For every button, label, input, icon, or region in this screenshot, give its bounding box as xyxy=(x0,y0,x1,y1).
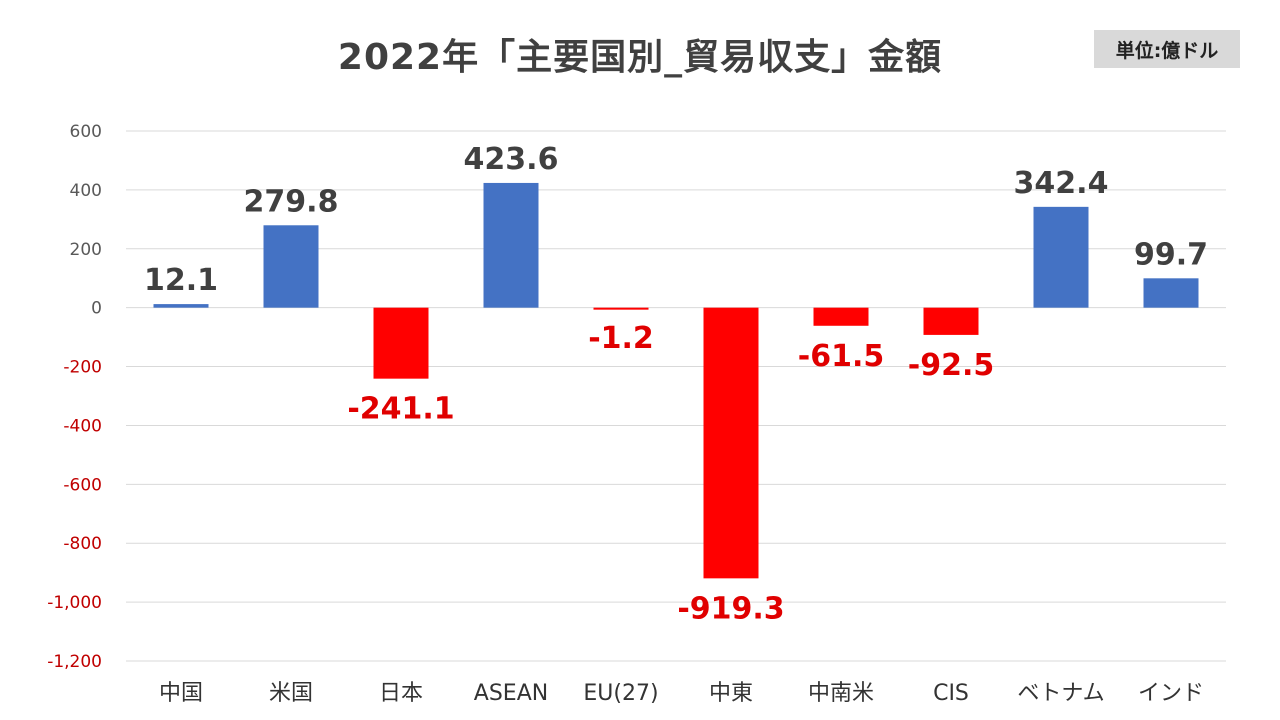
x-tick-label: CIS xyxy=(933,681,969,706)
y-tick-label: 400 xyxy=(70,181,102,201)
data-label: 279.8 xyxy=(244,184,339,219)
y-tick-label: 0 xyxy=(91,299,102,319)
data-label: 99.7 xyxy=(1134,237,1208,272)
data-label: 423.6 xyxy=(464,142,559,177)
chart-title: 2022年「主要国別_貿易収支」金額 xyxy=(337,37,943,78)
bar xyxy=(813,307,869,326)
data-label: -61.5 xyxy=(798,339,884,374)
data-label: 12.1 xyxy=(144,263,218,298)
y-tick-label: 200 xyxy=(70,240,102,260)
y-tick-label: -200 xyxy=(63,358,102,378)
data-labels: 12.1 279.8 -241.1 423.6 -1.2 -919.3 -61.5 -92.5… xyxy=(144,142,1208,626)
x-tick-label: EU(27) xyxy=(583,681,658,706)
x-tick-label: 米国 xyxy=(269,681,313,706)
data-label: -919.3 xyxy=(677,591,784,626)
bar xyxy=(373,307,429,379)
x-axis-ticks: 中国 米国 日本 ASEAN EU(27) 中東 中南米 CIS ベトナム インド xyxy=(159,681,1204,706)
data-label: 342.4 xyxy=(1014,166,1109,201)
x-tick-label: インド xyxy=(1138,681,1204,706)
bar xyxy=(923,307,979,335)
y-tick-label: -1,000 xyxy=(47,593,102,613)
x-tick-label: ベトナム xyxy=(1017,681,1104,706)
bar xyxy=(483,182,539,308)
bar xyxy=(703,307,759,579)
y-tick-label: -400 xyxy=(63,416,102,436)
data-label: -92.5 xyxy=(908,348,994,383)
bar xyxy=(1143,278,1199,308)
bars xyxy=(153,182,1199,579)
unit-badge: 単位:億ドル xyxy=(1094,30,1240,68)
x-tick-label: 中南米 xyxy=(808,681,874,706)
x-tick-label: 中東 xyxy=(709,681,753,706)
bar xyxy=(1033,206,1089,308)
data-label: -1.2 xyxy=(588,321,654,356)
bar xyxy=(593,307,649,310)
data-label: -241.1 xyxy=(347,392,454,427)
bar xyxy=(153,304,209,308)
y-axis-ticks: 600 400 200 0 -200 -400 -600 -800 -1,000 -1,200 xyxy=(47,122,102,672)
x-tick-label: 中国 xyxy=(159,681,203,706)
y-tick-label: 600 xyxy=(70,122,102,142)
bar xyxy=(263,225,319,308)
y-tick-label: -600 xyxy=(63,475,102,495)
x-tick-label: 日本 xyxy=(379,681,423,706)
y-tick-label: -800 xyxy=(63,534,102,554)
x-tick-label: ASEAN xyxy=(474,681,548,706)
y-tick-label: -1,200 xyxy=(47,652,102,672)
